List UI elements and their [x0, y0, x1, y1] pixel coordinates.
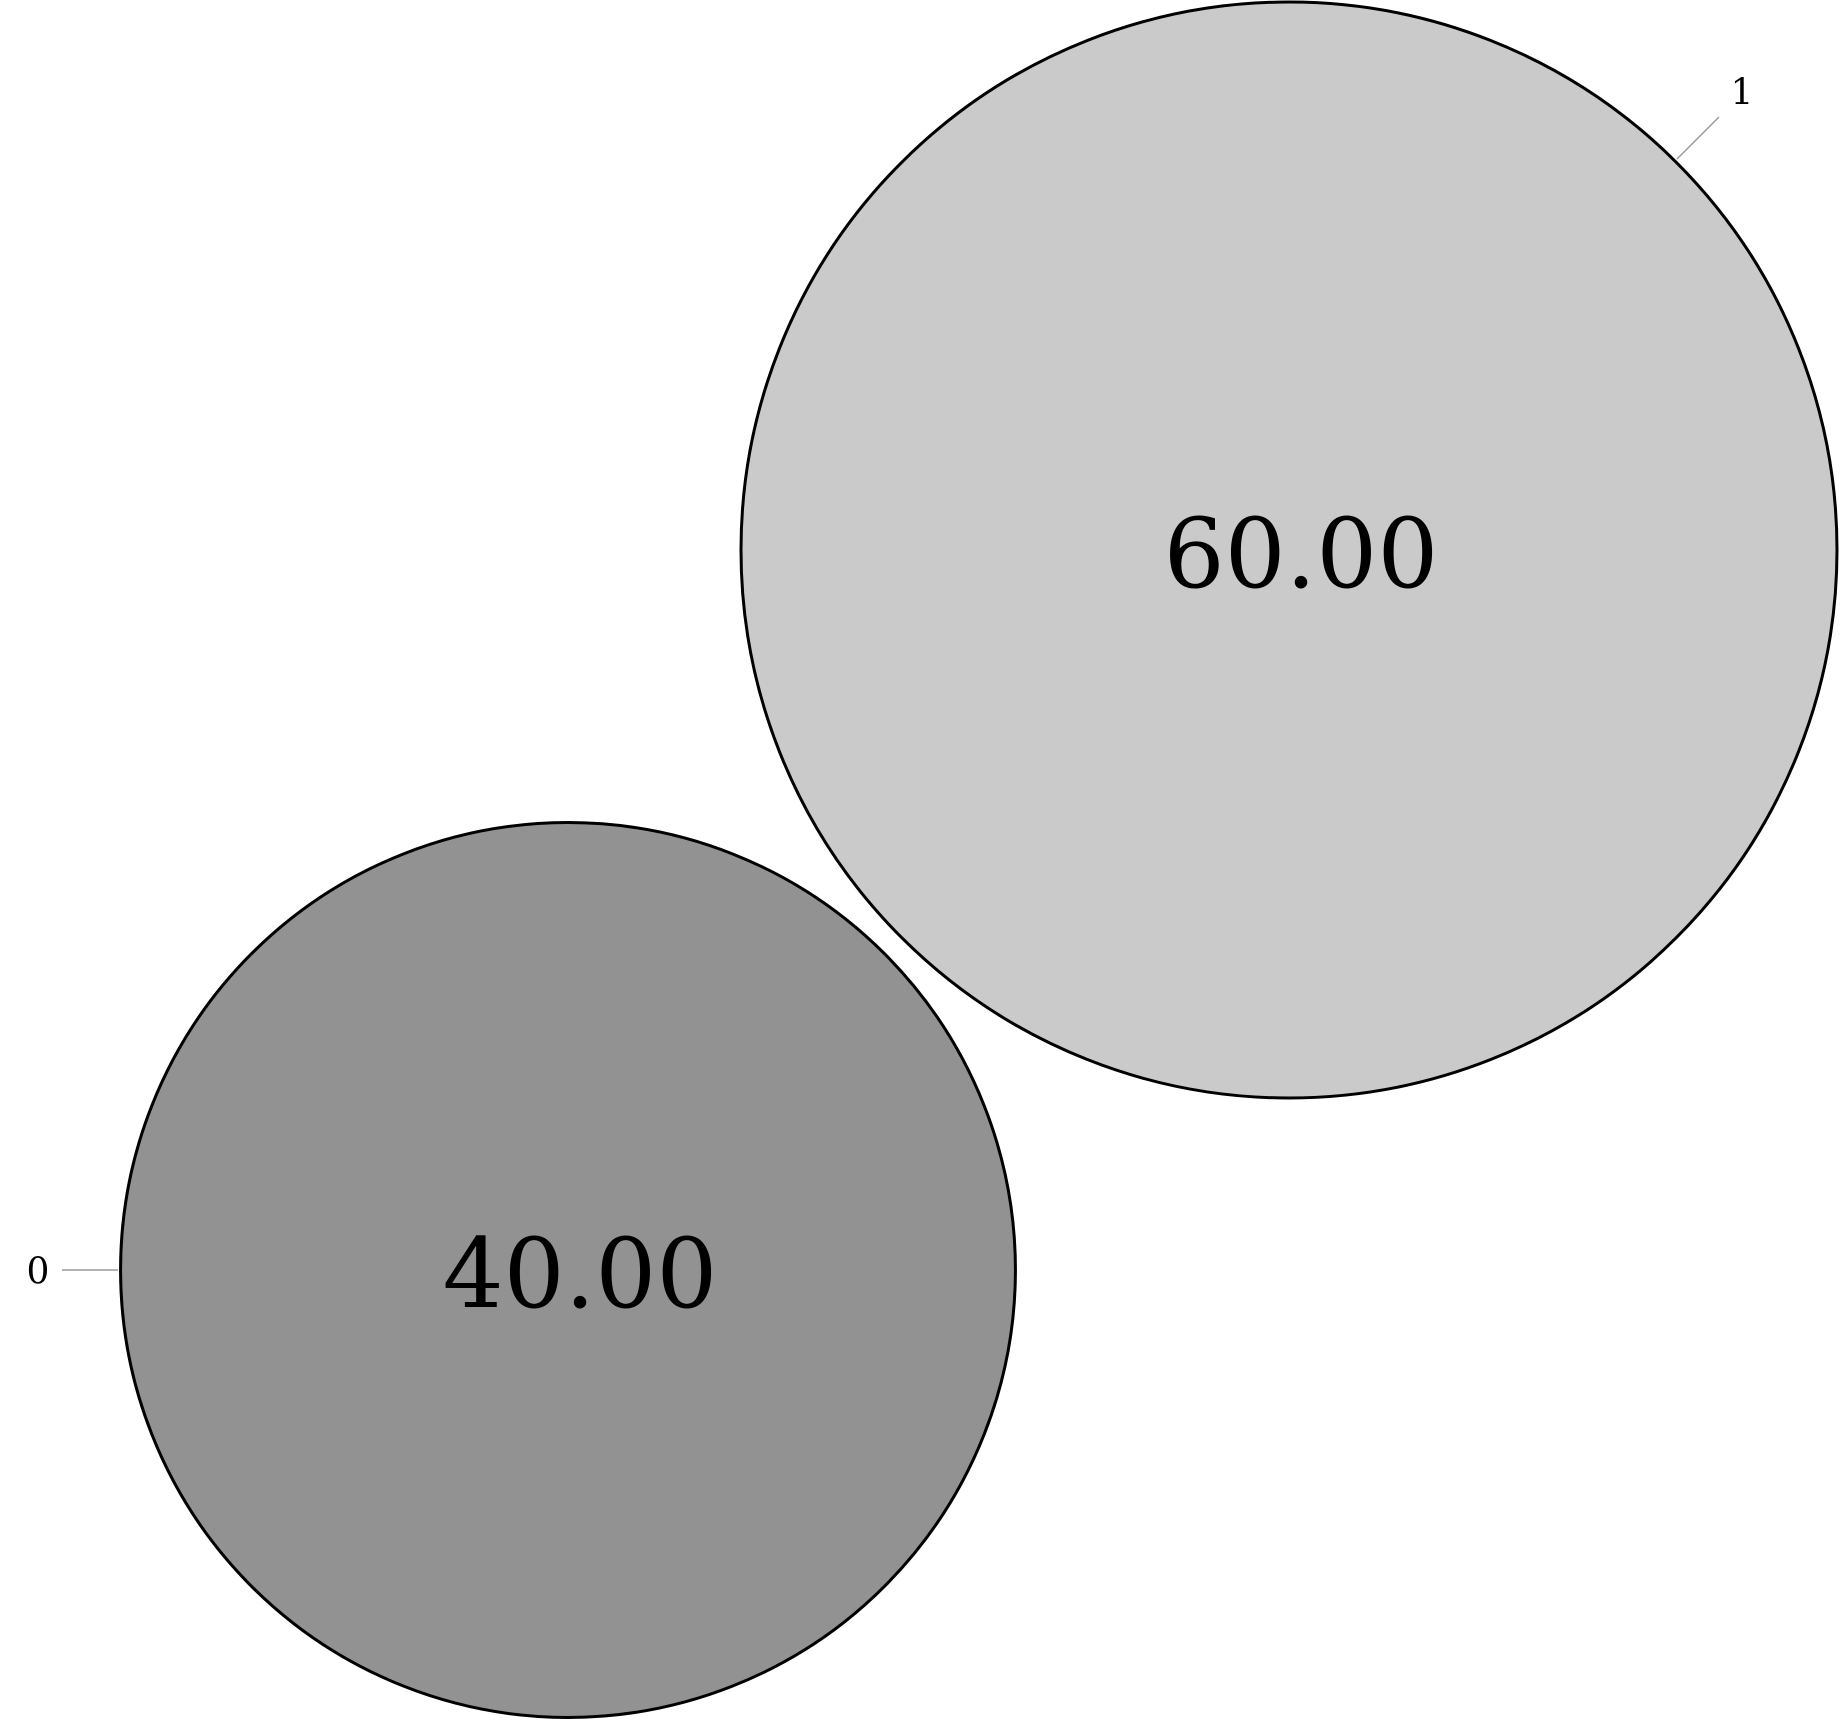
labels-layer: 40.00 0 60.00 1 — [27, 73, 1754, 1331]
value-label-0: 40.00 — [443, 1218, 718, 1330]
category-label-0: 0 — [27, 1252, 50, 1293]
value-label-1: 60.00 — [1164, 498, 1439, 610]
leaders-layer — [62, 116, 1720, 1271]
bubble-0 — [119, 821, 1017, 1719]
bubble-1 — [739, 0, 1839, 1100]
bubbles-layer — [119, 0, 1839, 1719]
category-label-1: 1 — [1731, 73, 1754, 114]
leader-line-1 — [1676, 116, 1720, 160]
